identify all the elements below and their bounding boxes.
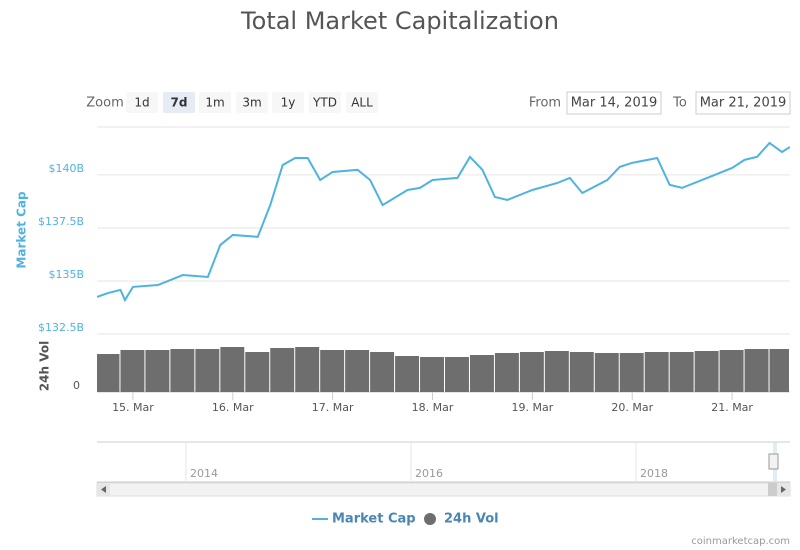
volume-bar — [644, 352, 669, 392]
volume-bar — [145, 350, 170, 392]
y-tick-label: $137.5B — [38, 215, 84, 228]
volume-bar — [395, 356, 420, 392]
plot-area — [97, 141, 790, 392]
button-bg — [199, 92, 231, 113]
volume-bar — [619, 353, 644, 392]
volume-bar — [719, 350, 744, 392]
button-label[interactable]: 1d — [134, 96, 149, 110]
button-label[interactable]: 7d — [171, 96, 188, 110]
to-input[interactable] — [695, 91, 791, 115]
legend-item[interactable]: 24h Vol — [424, 512, 499, 527]
volume-bar — [544, 351, 569, 392]
zoom-button[interactable]: YTD — [309, 92, 341, 113]
zoom-button[interactable]: ALL — [346, 92, 378, 113]
navigator: 2014 2016 2018 — [96, 441, 791, 497]
volume-bar — [444, 357, 469, 392]
zoom-button[interactable]: 1y — [272, 92, 304, 113]
button-bg — [272, 92, 304, 113]
legend-label[interactable]: 24h Vol — [444, 512, 499, 527]
x-tick-label: 20. Mar — [611, 401, 653, 414]
y2-axis-title: 24h Vol — [38, 341, 52, 391]
navigator-label: 2018 — [640, 467, 668, 480]
volume-bar — [469, 355, 494, 392]
volume-bar — [345, 350, 370, 392]
volume-bar — [295, 347, 320, 392]
volume-bar — [170, 349, 195, 392]
from-input[interactable] — [566, 91, 662, 115]
volume-bar — [594, 353, 619, 392]
volume-bar — [97, 354, 120, 392]
legend: Market Cap 24h Vol — [312, 512, 499, 527]
credit: coinmarketcap.com — [691, 536, 790, 547]
navigator-handle[interactable] — [768, 453, 779, 470]
volume-bar — [519, 352, 544, 392]
button-label[interactable]: ALL — [351, 96, 373, 110]
from-label: From — [529, 96, 561, 111]
volume-bar — [569, 352, 594, 392]
volume-bar — [320, 350, 345, 392]
button-bg — [309, 92, 341, 113]
arrow-right — [781, 486, 786, 493]
scroll-thumb[interactable] — [768, 483, 777, 496]
chart-title: Total Market Capitalization — [240, 7, 559, 35]
from-value[interactable]: Mar 14, 2019 — [571, 96, 658, 111]
volume-bar — [494, 353, 519, 392]
volume-bar — [769, 349, 789, 392]
navigator-label: 2014 — [190, 467, 218, 480]
to-label: To — [672, 96, 687, 111]
y-tick-label: $132.5B — [38, 321, 84, 334]
arrow-left — [101, 486, 106, 493]
x-tick-label: 21. Mar — [711, 401, 753, 414]
to-value[interactable]: Mar 21, 2019 — [700, 96, 787, 111]
button-bg — [346, 92, 378, 113]
button-label[interactable]: 3m — [242, 96, 261, 110]
button-bg — [163, 92, 195, 113]
zoom-button[interactable]: 1d — [126, 92, 158, 113]
y-tick-label: $140B — [48, 162, 84, 175]
button-label[interactable]: 1m — [205, 96, 224, 110]
zoom-button[interactable]: 3m — [236, 92, 268, 113]
volume-bar — [195, 349, 220, 392]
volume-bar — [245, 352, 270, 392]
volume-bar — [744, 349, 769, 392]
volume-bar — [220, 347, 245, 392]
volume-bar — [120, 350, 145, 392]
legend-item[interactable]: Market Cap — [312, 512, 416, 527]
y-axis-title: Market Cap — [15, 191, 29, 269]
volume-bar — [669, 352, 694, 392]
button-bg — [236, 92, 268, 113]
zoom-buttons: 1d 7d 1m 3m 1y YTD ALL — [126, 92, 378, 113]
button-bg — [126, 92, 158, 113]
x-tick-label: 17. Mar — [312, 401, 354, 414]
zoom-button[interactable]: 7d — [163, 92, 195, 113]
button-label[interactable]: 1y — [281, 96, 296, 110]
x-tick-label: 18. Mar — [412, 401, 454, 414]
y2-tick-label: 0 — [73, 379, 80, 392]
y-tick-label: $135B — [48, 268, 84, 281]
button-label[interactable]: YTD — [312, 96, 337, 110]
legend-label[interactable]: Market Cap — [332, 512, 416, 527]
zoom-button[interactable]: 1m — [199, 92, 231, 113]
x-tick-label: 19. Mar — [511, 401, 553, 414]
volume-bar — [370, 352, 395, 392]
navigator-label: 2016 — [415, 467, 443, 480]
volume-bar — [694, 351, 719, 392]
zoom-label: Zoom — [86, 96, 123, 111]
x-tick-label: 15. Mar — [112, 401, 154, 414]
legend-symbol — [424, 513, 436, 525]
x-tick-label: 16. Mar — [212, 401, 254, 414]
scrollbar-track[interactable] — [96, 482, 791, 497]
volume-bar — [270, 348, 295, 392]
market-cap-line — [97, 141, 790, 303]
volume-bar — [420, 357, 444, 392]
